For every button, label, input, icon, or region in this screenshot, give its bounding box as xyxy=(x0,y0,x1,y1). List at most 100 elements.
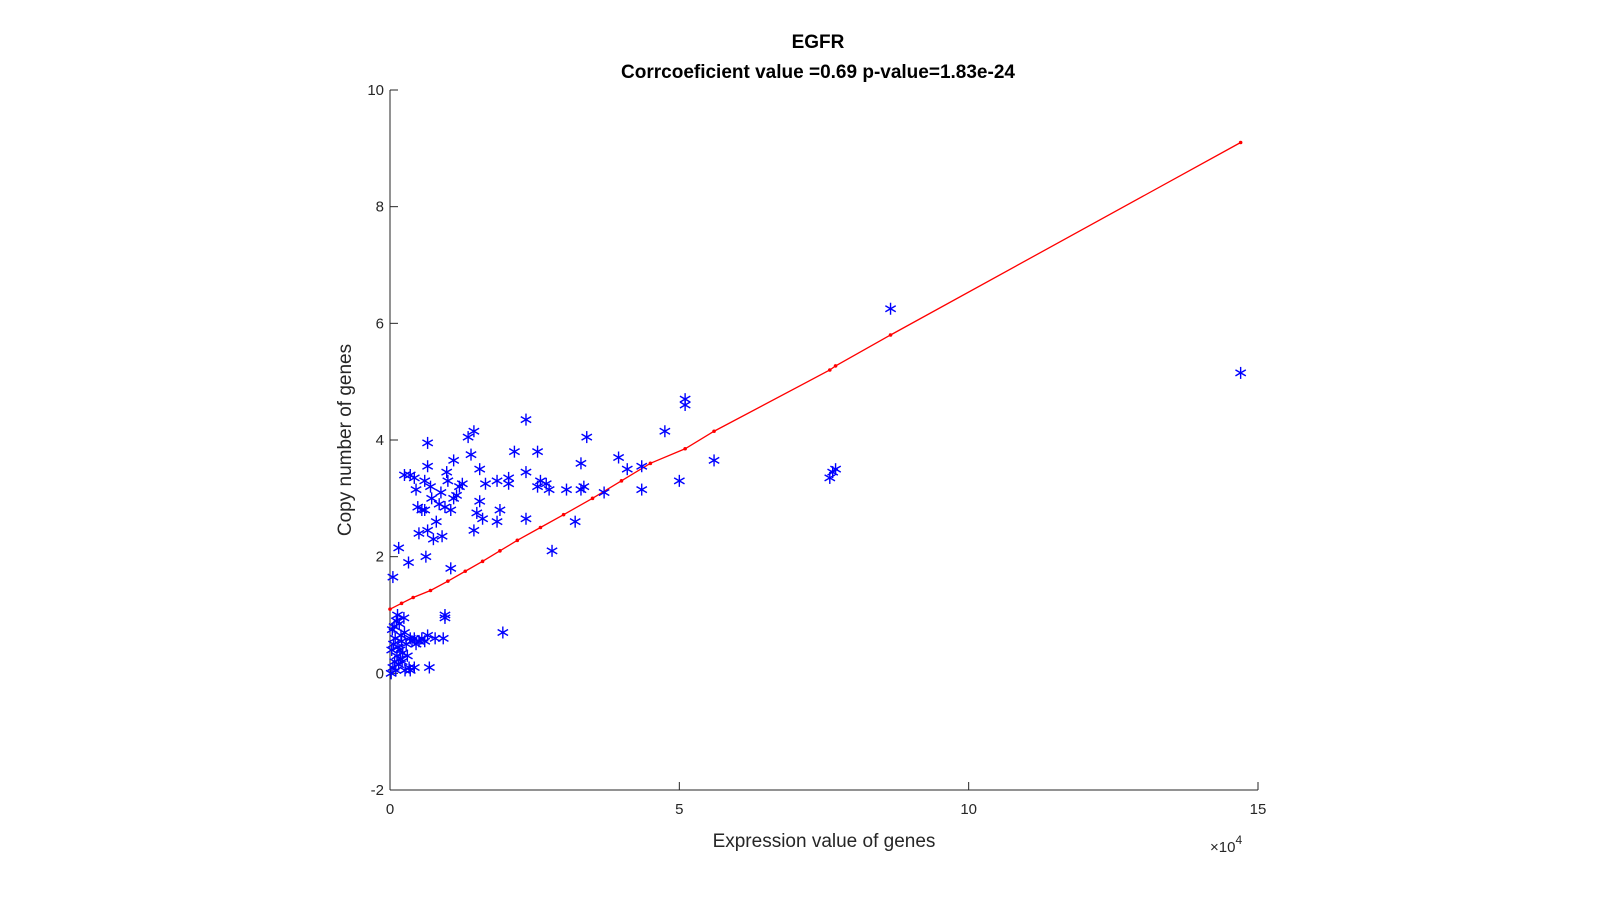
data-point xyxy=(532,445,544,458)
data-point xyxy=(1235,366,1247,379)
data-point xyxy=(569,515,581,528)
data-point xyxy=(436,530,448,543)
fit-point xyxy=(888,333,893,337)
data-point xyxy=(422,524,434,537)
data-point xyxy=(410,483,422,496)
data-point xyxy=(387,571,399,584)
fit-point xyxy=(428,588,433,593)
y-tick-label: 6 xyxy=(376,315,384,332)
fit-point xyxy=(619,479,624,483)
data-point xyxy=(598,486,610,499)
data-point xyxy=(445,562,457,575)
data-point xyxy=(430,515,442,528)
axes xyxy=(389,90,1258,791)
data-point xyxy=(560,483,573,496)
data-point xyxy=(399,664,411,677)
fit-line-path xyxy=(389,141,1241,610)
fit-point xyxy=(463,569,468,574)
x-tick-label: 0 xyxy=(386,801,394,818)
data-point xyxy=(401,649,413,662)
fit-point xyxy=(712,429,716,434)
fit-point xyxy=(648,461,653,466)
data-point xyxy=(427,533,439,546)
y-tick-label: 2 xyxy=(376,549,384,566)
y-ticks: -2 0 2 4 6 8 10 xyxy=(367,82,398,799)
data-point xyxy=(419,474,431,487)
x-axis-exponent: ×104 xyxy=(1210,833,1242,856)
fit-point xyxy=(1238,140,1243,145)
y-tick-label: 0 xyxy=(376,665,384,682)
x-ticks: 0 5 10 15 xyxy=(386,782,1267,818)
fit-point xyxy=(411,595,415,600)
data-point xyxy=(398,469,411,481)
data-point xyxy=(422,436,434,449)
y-tick-label: 4 xyxy=(376,432,384,449)
data-point xyxy=(494,504,506,516)
y-tick-label: -2 xyxy=(371,782,384,799)
y-tick-label: 10 xyxy=(367,82,384,99)
data-point xyxy=(468,524,480,537)
fit-point xyxy=(833,364,838,368)
data-point xyxy=(422,629,434,642)
x-tick-label: 15 xyxy=(1250,801,1267,818)
data-point xyxy=(708,454,720,467)
data-point xyxy=(578,480,590,493)
data-point xyxy=(468,425,480,438)
chart-subtitle: Corrcoeficient value =0.69 p-value=1.83e… xyxy=(621,62,1015,83)
data-point xyxy=(402,556,415,569)
y-axis-label: Copy number of genes xyxy=(335,344,356,536)
data-point xyxy=(465,448,477,461)
data-point xyxy=(393,541,405,554)
fit-point xyxy=(683,446,687,451)
data-point xyxy=(408,471,420,484)
data-point xyxy=(451,489,463,502)
data-point xyxy=(396,655,408,668)
data-point xyxy=(420,550,432,563)
data-point xyxy=(520,413,532,426)
data-point xyxy=(679,393,691,406)
data-point xyxy=(659,425,671,438)
data-point xyxy=(885,302,897,315)
data-point xyxy=(456,477,468,490)
chart-title: EGFR xyxy=(792,32,845,53)
regression-line xyxy=(388,140,1243,611)
x-tick-label: 5 xyxy=(675,801,683,818)
data-point xyxy=(423,661,435,674)
fit-point xyxy=(515,538,520,543)
data-point xyxy=(491,474,503,487)
data-point xyxy=(413,527,425,540)
data-point xyxy=(391,609,404,621)
fit-point xyxy=(827,368,832,372)
x-tick-label: 10 xyxy=(960,801,977,818)
x-axis-label: Expression value of genes xyxy=(713,831,936,852)
data-point xyxy=(471,506,483,519)
data-point xyxy=(503,471,515,484)
data-point xyxy=(439,611,451,624)
data-point xyxy=(462,431,474,444)
data-point xyxy=(613,451,625,464)
data-point xyxy=(437,632,449,645)
data-point xyxy=(546,544,558,557)
data-point xyxy=(412,501,424,514)
data-point xyxy=(435,486,447,499)
x-exponent-power: 4 xyxy=(1235,833,1242,847)
data-point xyxy=(520,466,532,479)
data-point xyxy=(404,664,416,677)
x-exponent-base: ×10 xyxy=(1210,839,1235,856)
data-point xyxy=(581,431,593,444)
data-point xyxy=(422,460,434,473)
data-point xyxy=(520,512,532,525)
data-point xyxy=(621,463,633,476)
data-point xyxy=(830,463,842,476)
data-point xyxy=(532,480,544,493)
fit-point xyxy=(590,496,595,501)
data-point xyxy=(477,512,489,525)
data-point xyxy=(448,454,460,467)
data-point xyxy=(395,629,407,642)
data-point xyxy=(394,644,406,656)
data-point xyxy=(636,483,648,496)
fit-point xyxy=(538,525,543,530)
data-point xyxy=(393,617,405,630)
data-point xyxy=(424,480,437,493)
